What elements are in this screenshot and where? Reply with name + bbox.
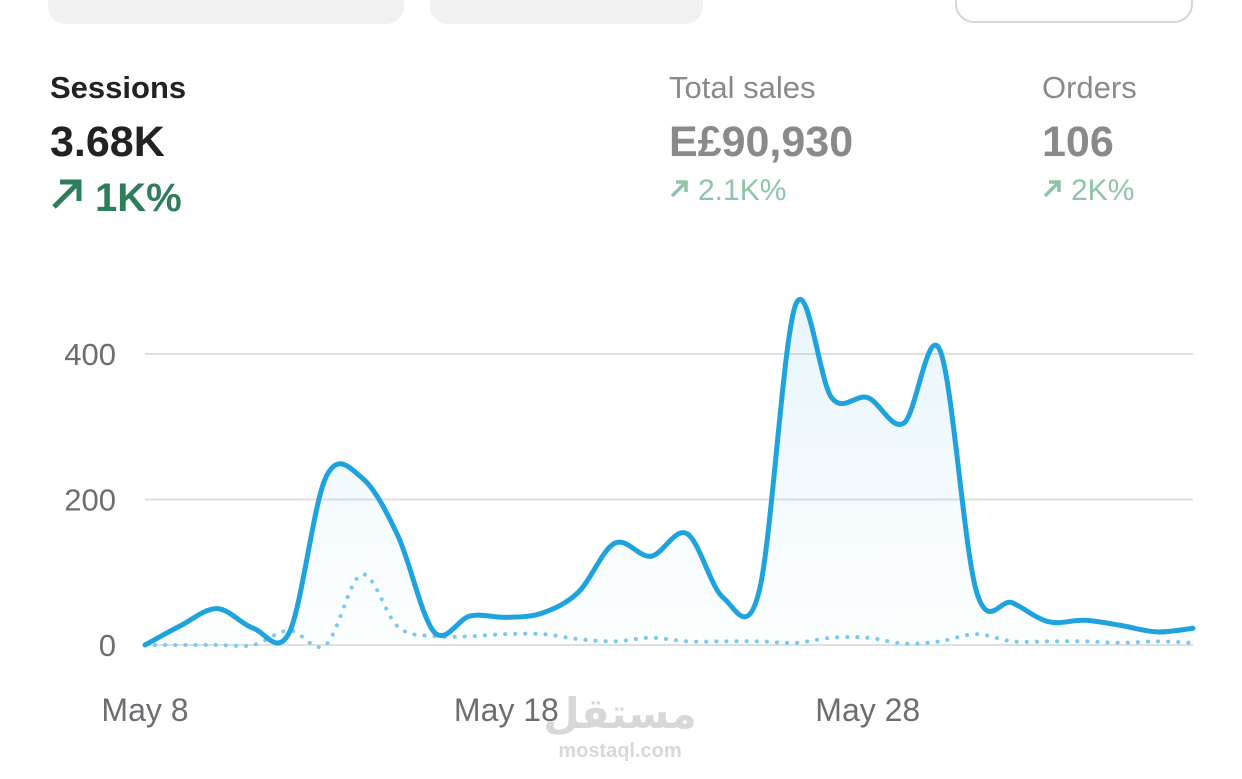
metric[interactable]: Orders 106 2K%	[1042, 70, 1137, 207]
metric-label: Total sales	[669, 70, 815, 105]
x-tick-label: May 18	[454, 692, 559, 728]
y-tick-label: 200	[64, 483, 116, 518]
metric[interactable]: Sessions 3.68K 1K%	[50, 70, 186, 220]
filter-button[interactable]	[955, 0, 1193, 23]
up-arrow	[670, 180, 688, 198]
metric-value: 3.68K	[50, 118, 165, 166]
filter-button[interactable]	[48, 0, 404, 24]
x-tick-label: May 8	[101, 692, 188, 728]
watermark-logo: مستقل	[543, 690, 697, 737]
metric-change: 2K%	[1071, 174, 1134, 207]
up-arrow	[1043, 180, 1061, 198]
filter-button[interactable]	[430, 0, 703, 24]
metric-value: 106	[1042, 118, 1114, 166]
chart: 0 200 400 May 8 May 18 May 28	[64, 297, 1196, 728]
metric-label: Sessions	[50, 70, 186, 105]
y-tick-label: 0	[99, 628, 116, 663]
y-tick-label: 400	[64, 337, 116, 372]
watermark-site: mostaql.com	[558, 740, 681, 762]
metric-change: 2.1K%	[698, 174, 786, 207]
metric-label: Orders	[1042, 70, 1137, 105]
metric[interactable]: Total sales E£90,930 2.1K%	[669, 70, 853, 207]
x-tick-label: May 28	[815, 692, 920, 728]
metric-change: 1K%	[95, 176, 182, 220]
metric-value: E£90,930	[669, 118, 853, 166]
area	[145, 299, 1193, 645]
series-line	[142, 297, 1196, 648]
up-arrow	[52, 179, 82, 209]
